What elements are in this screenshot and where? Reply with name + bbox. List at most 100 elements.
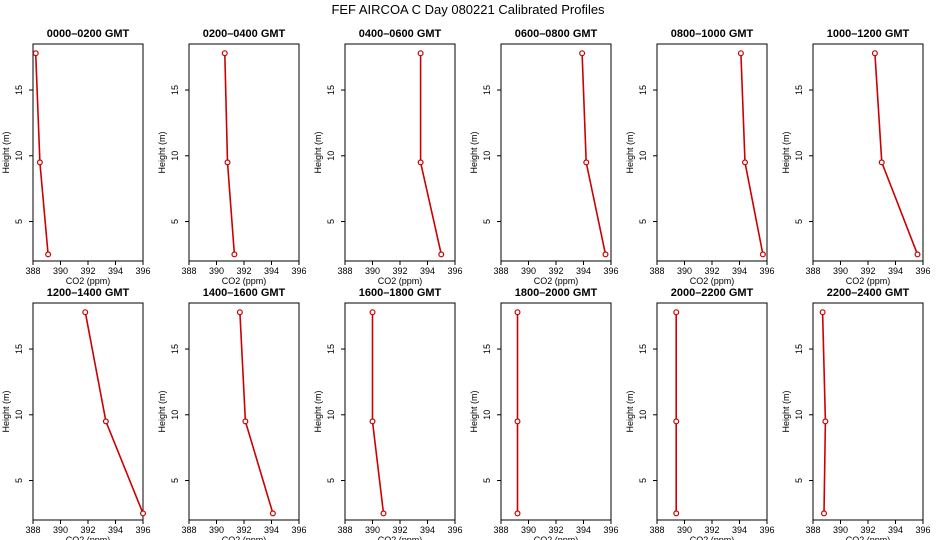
y-axis-label: Height (m) — [469, 390, 479, 432]
y-axis-label: Height (m) — [313, 390, 323, 432]
y-tick-label: 10 — [170, 151, 180, 161]
panel-title: 1400–1600 GMT — [203, 287, 286, 299]
x-tick-label: 396 — [447, 266, 462, 276]
y-tick-label: 10 — [170, 410, 180, 420]
x-tick-label: 392 — [236, 525, 251, 535]
x-tick-label: 396 — [759, 525, 774, 535]
data-point — [221, 50, 228, 57]
y-tick-label: 10 — [482, 151, 492, 161]
panel-7: 1200–1400 GMT 388 390 392 394 396 CO2 (ppm) 5 10… — [1, 287, 151, 540]
y-tick-label: 15 — [482, 85, 492, 95]
panel-title: 0200–0400 GMT — [203, 28, 286, 40]
series-line — [371, 312, 385, 514]
data-point — [819, 309, 826, 316]
x-tick-label: 394 — [264, 525, 279, 535]
data-point — [820, 510, 827, 517]
x-tick-label: 394 — [420, 266, 435, 276]
y-tick-label: 15 — [638, 344, 648, 354]
x-tick-label: 390 — [677, 266, 692, 276]
data-point — [673, 510, 680, 517]
panel-6: 1000–1200 GMT 388 390 392 394 396 CO2 (ppm) 5 10… — [781, 28, 931, 286]
y-tick-label: 5 — [14, 478, 24, 483]
y-tick-label: 10 — [326, 410, 336, 420]
x-tick-label: 390 — [209, 266, 224, 276]
x-axis-label: CO2 (ppm) — [222, 535, 267, 540]
data-point — [236, 309, 243, 316]
x-tick-label: 392 — [236, 266, 251, 276]
data-point — [579, 50, 586, 57]
x-tick-label: 390 — [365, 525, 380, 535]
x-tick-label: 388 — [649, 525, 664, 535]
x-tick-label: 388 — [493, 525, 508, 535]
y-tick-label: 15 — [794, 85, 804, 95]
x-tick-label: 396 — [759, 266, 774, 276]
data-point — [369, 418, 376, 425]
panel-10: 1800–2000 GMT 388 390 392 394 396 CO2 (ppm) 5 10… — [469, 287, 619, 540]
y-axis-label: Height (m) — [157, 390, 167, 432]
x-tick-label: 392 — [392, 266, 407, 276]
y-axis-label: Height (m) — [1, 390, 11, 432]
x-tick-label: 388 — [493, 266, 508, 276]
x-tick-label: 396 — [135, 525, 150, 535]
y-axis-label: Height (m) — [469, 131, 479, 173]
y-tick-label: 15 — [326, 344, 336, 354]
y-tick-label: 5 — [638, 219, 648, 224]
series-line — [821, 312, 827, 514]
y-tick-label: 15 — [14, 85, 24, 95]
x-tick-label: 392 — [860, 266, 875, 276]
panel-title: 1600–1800 GMT — [359, 287, 442, 299]
series-line — [874, 53, 919, 255]
x-tick-label: 392 — [704, 525, 719, 535]
panel-3: 0400–0600 GMT 388 390 392 394 396 CO2 (ppm) 5 10… — [313, 28, 463, 286]
y-tick-label: 10 — [638, 151, 648, 161]
y-tick-label: 15 — [482, 344, 492, 354]
panel-title: 1200–1400 GMT — [47, 287, 130, 299]
data-point — [737, 50, 744, 57]
x-tick-label: 390 — [677, 525, 692, 535]
data-point — [380, 510, 387, 517]
panel-title: 2200–2400 GMT — [827, 287, 910, 299]
y-tick-label: 15 — [170, 85, 180, 95]
x-tick-label: 390 — [53, 266, 68, 276]
series-line — [419, 53, 443, 255]
panel-4: 0600–0800 GMT 388 390 392 394 396 CO2 (ppm) 5 10… — [469, 28, 619, 286]
x-tick-label: 388 — [649, 266, 664, 276]
x-tick-label: 392 — [80, 266, 95, 276]
x-axis-label: CO2 (ppm) — [66, 276, 111, 286]
plot-frame — [32, 302, 144, 521]
x-tick-label: 392 — [80, 525, 95, 535]
data-point — [583, 159, 590, 166]
y-axis-label: Height (m) — [781, 131, 791, 173]
data-point — [673, 418, 680, 425]
data-point — [514, 418, 521, 425]
panel-title: 1800–2000 GMT — [515, 287, 598, 299]
panel-11: 2000–2200 GMT 388 390 392 394 396 CO2 (ppm) 5 10… — [625, 287, 775, 540]
x-tick-label: 396 — [291, 525, 306, 535]
x-axis-label: CO2 (ppm) — [690, 276, 735, 286]
data-point — [369, 309, 376, 316]
panel-8: 1400–1600 GMT 388 390 392 394 396 CO2 (ppm) 5 10… — [157, 287, 307, 540]
y-tick-label: 5 — [482, 219, 492, 224]
x-tick-label: 392 — [392, 525, 407, 535]
data-point — [269, 510, 276, 517]
series-line — [239, 312, 274, 514]
x-tick-label: 388 — [805, 266, 820, 276]
y-axis-label: Height (m) — [157, 131, 167, 173]
plot-frame — [344, 43, 456, 262]
data-point — [602, 251, 609, 258]
y-axis-label: Height (m) — [313, 131, 323, 173]
plot-frame — [812, 302, 924, 521]
y-axis-label: Height (m) — [781, 390, 791, 432]
x-axis-label: CO2 (ppm) — [378, 535, 423, 540]
x-tick-label: 390 — [209, 525, 224, 535]
panel-9: 1600–1800 GMT 388 390 392 394 396 CO2 (ppm) 5 10… — [313, 287, 463, 540]
y-tick-label: 15 — [794, 344, 804, 354]
x-axis-label: CO2 (ppm) — [378, 276, 423, 286]
y-tick-label: 10 — [638, 410, 648, 420]
y-tick-label: 5 — [170, 219, 180, 224]
plot-frame — [500, 43, 612, 262]
x-tick-label: 394 — [576, 266, 591, 276]
x-tick-label: 396 — [135, 266, 150, 276]
x-tick-label: 394 — [108, 266, 123, 276]
data-point — [914, 251, 921, 258]
